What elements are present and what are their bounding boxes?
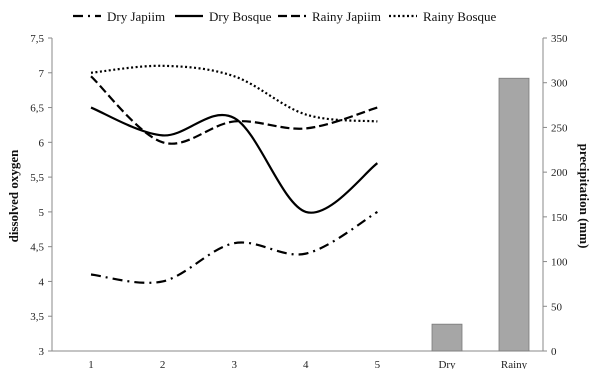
y2-tick-label: 350 xyxy=(551,33,568,45)
series-line-rainy-bosque xyxy=(90,64,378,123)
legend-label: Dry Japiim xyxy=(107,9,165,24)
y2-tick-label: 250 xyxy=(551,122,568,134)
bar-dry xyxy=(431,323,463,352)
x-tick-label: 4 xyxy=(303,359,309,369)
y-tick-label: 7,5 xyxy=(30,33,44,45)
series-line-rainy-japiim xyxy=(90,75,378,145)
x-tick-label: 2 xyxy=(160,359,166,369)
x-tick-label-bar: Rainy xyxy=(501,359,528,369)
bar-group xyxy=(431,77,530,352)
x-axis-ticks: 1 2 3 4 5 Dry Rainy xyxy=(88,359,527,369)
y-tick-label: 4,5 xyxy=(30,242,44,254)
series-line-dry-bosque xyxy=(90,106,379,214)
y2-tick-label: 50 xyxy=(551,301,563,313)
legend-label: Rainy Japiim xyxy=(312,9,381,24)
y2-tick-label: 300 xyxy=(551,78,568,90)
y2-axis-ticks: 0 50 100 150 200 250 300 350 xyxy=(543,33,568,358)
x-tick-label-bar: Dry xyxy=(438,359,456,369)
y-tick-label: 5 xyxy=(39,207,45,219)
x-tick-label: 1 xyxy=(88,359,94,369)
y-axis-title: dissolved oxygen xyxy=(6,149,21,243)
y-axis-ticks: 3 3,5 4 4,5 5 5,5 6 6,5 7 7,5 xyxy=(30,33,52,358)
y-tick-label: 6 xyxy=(39,137,45,149)
legend: Dry Japiim Dry Bosque Rainy Japiim Rainy Bo… xyxy=(73,9,497,24)
y-tick-label: 3 xyxy=(39,346,45,358)
line-group xyxy=(90,64,379,284)
y2-tick-label: 100 xyxy=(551,257,568,269)
y2-tick-label: 200 xyxy=(551,167,568,179)
x-tick-label: 5 xyxy=(375,359,381,369)
y2-axis-title: precipitation (mm) xyxy=(577,144,592,249)
legend-label: Rainy Bosque xyxy=(423,9,497,24)
y-tick-label: 4 xyxy=(39,276,45,288)
y-tick-label: 7 xyxy=(39,68,45,80)
y2-tick-label: 0 xyxy=(551,346,557,358)
series-line-dry-japiim xyxy=(90,210,378,284)
plot-area xyxy=(51,38,544,352)
y-tick-label: 5,5 xyxy=(30,172,44,184)
bar-rainy xyxy=(498,77,530,352)
y-tick-label: 3,5 xyxy=(30,311,44,323)
x-tick-label: 3 xyxy=(231,359,237,369)
legend-label: Dry Bosque xyxy=(209,9,272,24)
y2-tick-label: 150 xyxy=(551,212,568,224)
y-tick-label: 6,5 xyxy=(30,103,44,115)
